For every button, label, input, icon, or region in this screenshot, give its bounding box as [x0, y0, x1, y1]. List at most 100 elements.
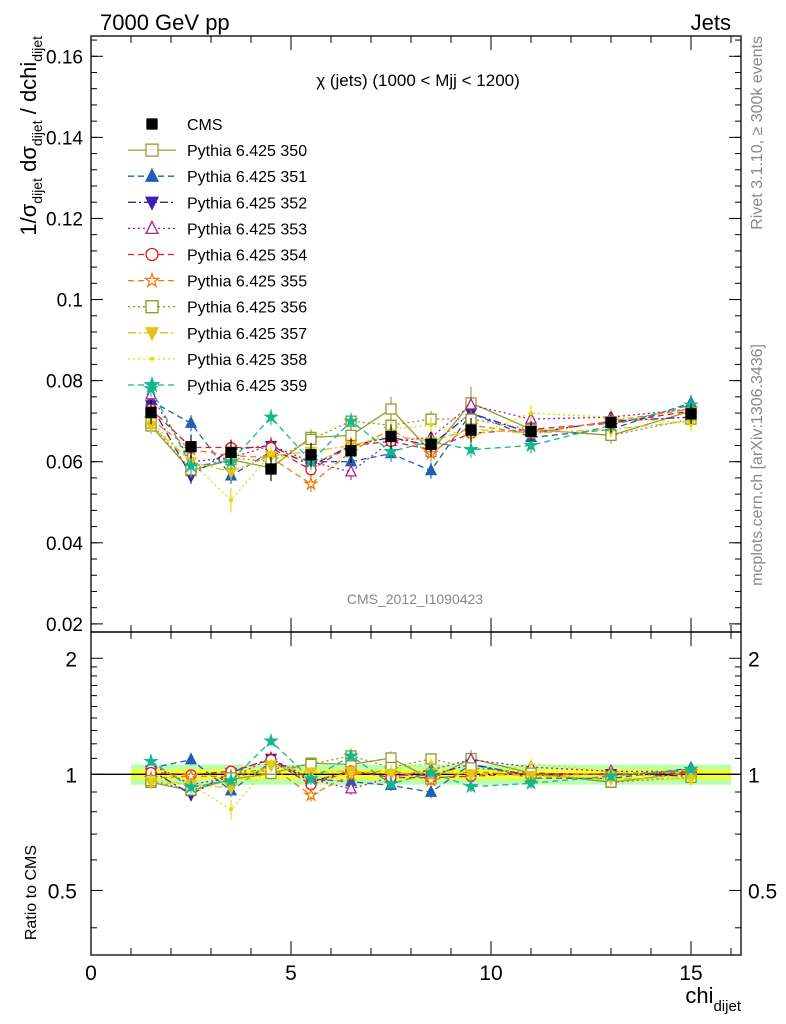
filled-square-marker — [425, 438, 437, 450]
filled-triangle-down-marker — [144, 196, 160, 211]
filled-square-marker — [146, 118, 158, 130]
series-line — [150, 408, 692, 485]
filled-star-marker — [683, 761, 699, 776]
ratio-y-tick-label-right: 1 — [748, 764, 760, 787]
x-tick-label: 10 — [479, 962, 502, 985]
ratio-series-359 — [143, 732, 699, 794]
series-CMS — [145, 400, 697, 482]
open-star-marker — [303, 786, 319, 802]
filled-star-marker — [383, 443, 399, 459]
open-square-marker — [145, 300, 159, 314]
dot-marker — [229, 807, 233, 812]
open-square-marker — [385, 403, 397, 415]
dot-marker — [150, 356, 154, 361]
filled-triangle-down-marker — [144, 327, 160, 342]
plot-title: χ (jets) (1000 < Mjj < 1200) — [316, 71, 520, 90]
filled-square-marker — [305, 449, 317, 461]
filled-triangle-up-marker — [144, 167, 160, 182]
open-triangle-up-marker — [344, 781, 358, 794]
open-square-marker — [145, 143, 159, 157]
filled-square-marker — [385, 430, 397, 443]
open-square-marker — [385, 752, 397, 764]
legend-item-352: Pythia 6.425 352 — [128, 195, 307, 212]
legend-item-354: Pythia 6.425 354 — [128, 248, 307, 265]
filled-star-marker — [343, 747, 359, 763]
filled-square-marker — [345, 445, 357, 457]
ratio-y-tick-label: 0.5 — [48, 880, 77, 903]
open-triangle-up-marker — [464, 397, 478, 410]
legend-label: Pythia 6.425 354 — [187, 248, 307, 265]
dot-marker — [349, 771, 353, 776]
legend-label: Pythia 6.425 352 — [187, 195, 307, 212]
ratio-series-layer — [143, 732, 699, 820]
open-triangle-up-marker — [344, 464, 358, 477]
y-tick-label: 0.12 — [46, 209, 83, 230]
ratio-axis-ticks: 0.5 0.5 1 1 2 2 0 5 10 15 — [48, 632, 777, 985]
open-circle-marker — [145, 247, 159, 262]
main-series-layer — [143, 380, 699, 513]
dot-marker — [529, 411, 533, 416]
legend-label: Pythia 6.425 353 — [187, 221, 307, 238]
filled-star-marker — [523, 437, 539, 453]
ratio-plot-frame — [90, 631, 742, 956]
legend-item-351: Pythia 6.425 351 — [128, 167, 307, 186]
watermark-label: CMS_2012_I1090423 — [347, 591, 483, 607]
legend-label: Pythia 6.425 351 — [187, 169, 307, 186]
series-line — [150, 420, 692, 473]
ratio-series-line — [150, 740, 692, 788]
x-tick-label: 15 — [679, 962, 702, 985]
ratio-y-axis-label: Ratio to CMS — [23, 845, 40, 940]
filled-star-marker — [143, 375, 161, 393]
legend-label: Pythia 6.425 355 — [187, 274, 307, 291]
open-star-marker — [303, 475, 319, 491]
filled-star-marker — [223, 772, 239, 788]
filled-star-marker — [603, 767, 619, 783]
dot-marker — [269, 761, 273, 766]
filled-star-marker — [383, 775, 399, 791]
filled-star-marker — [463, 441, 479, 457]
series-line — [150, 408, 692, 471]
filled-square-marker — [525, 425, 537, 437]
ratio-y-tick-label: 1 — [65, 764, 77, 787]
legend-item-356: Pythia 6.425 356 — [128, 300, 307, 317]
header-right-label: Jets — [691, 10, 731, 35]
y-tick-label: 0.06 — [46, 453, 83, 474]
filled-star-marker — [143, 753, 159, 769]
filled-square-marker — [265, 463, 277, 475]
ratio-series-line — [150, 761, 692, 811]
y-tick-label: 0.02 — [46, 615, 83, 636]
mcplots-side-label: mcplots.cern.ch [arXiv:1306.3436] — [749, 344, 766, 586]
series-line — [150, 394, 692, 473]
legend-label: Pythia 6.425 358 — [187, 352, 307, 369]
filled-square-marker — [465, 424, 477, 436]
legend-item-353: Pythia 6.425 353 — [128, 219, 307, 238]
y-tick-label: 0.14 — [46, 128, 83, 149]
series-line — [150, 412, 692, 502]
filled-star-marker — [423, 764, 439, 780]
filled-star-marker — [183, 779, 199, 794]
legend-item-CMS: CMS — [146, 117, 223, 134]
y-tick-label: 0.16 — [46, 47, 83, 68]
filled-triangle-up-marker — [424, 784, 438, 797]
filled-star-marker — [263, 408, 279, 424]
legend-item-355: Pythia 6.425 355 — [128, 271, 307, 291]
ratio-y-tick-label-right: 2 — [748, 648, 760, 671]
open-star-marker — [143, 271, 161, 288]
legend-item-357: Pythia 6.425 357 — [128, 326, 307, 343]
dot-marker — [149, 777, 153, 782]
open-triangle-up-marker — [144, 219, 160, 235]
filled-star-marker — [303, 770, 319, 786]
filled-triangle-up-marker — [424, 463, 438, 476]
dot-marker — [429, 760, 433, 765]
filled-star-marker — [343, 413, 359, 428]
filled-triangle-up-marker — [184, 415, 198, 428]
x-tick-label: 0 — [85, 962, 97, 985]
legend-label: CMS — [187, 117, 223, 134]
filled-star-marker — [183, 457, 199, 473]
filled-square-marker — [185, 441, 197, 453]
y-tick-label: 0.08 — [46, 372, 83, 393]
y-tick-label: 0.1 — [57, 291, 83, 312]
main-axis-ticks: 0.02 0.04 0.06 0.08 0.1 0.12 0.14 0.16 — [46, 36, 741, 636]
series-line — [150, 402, 692, 472]
